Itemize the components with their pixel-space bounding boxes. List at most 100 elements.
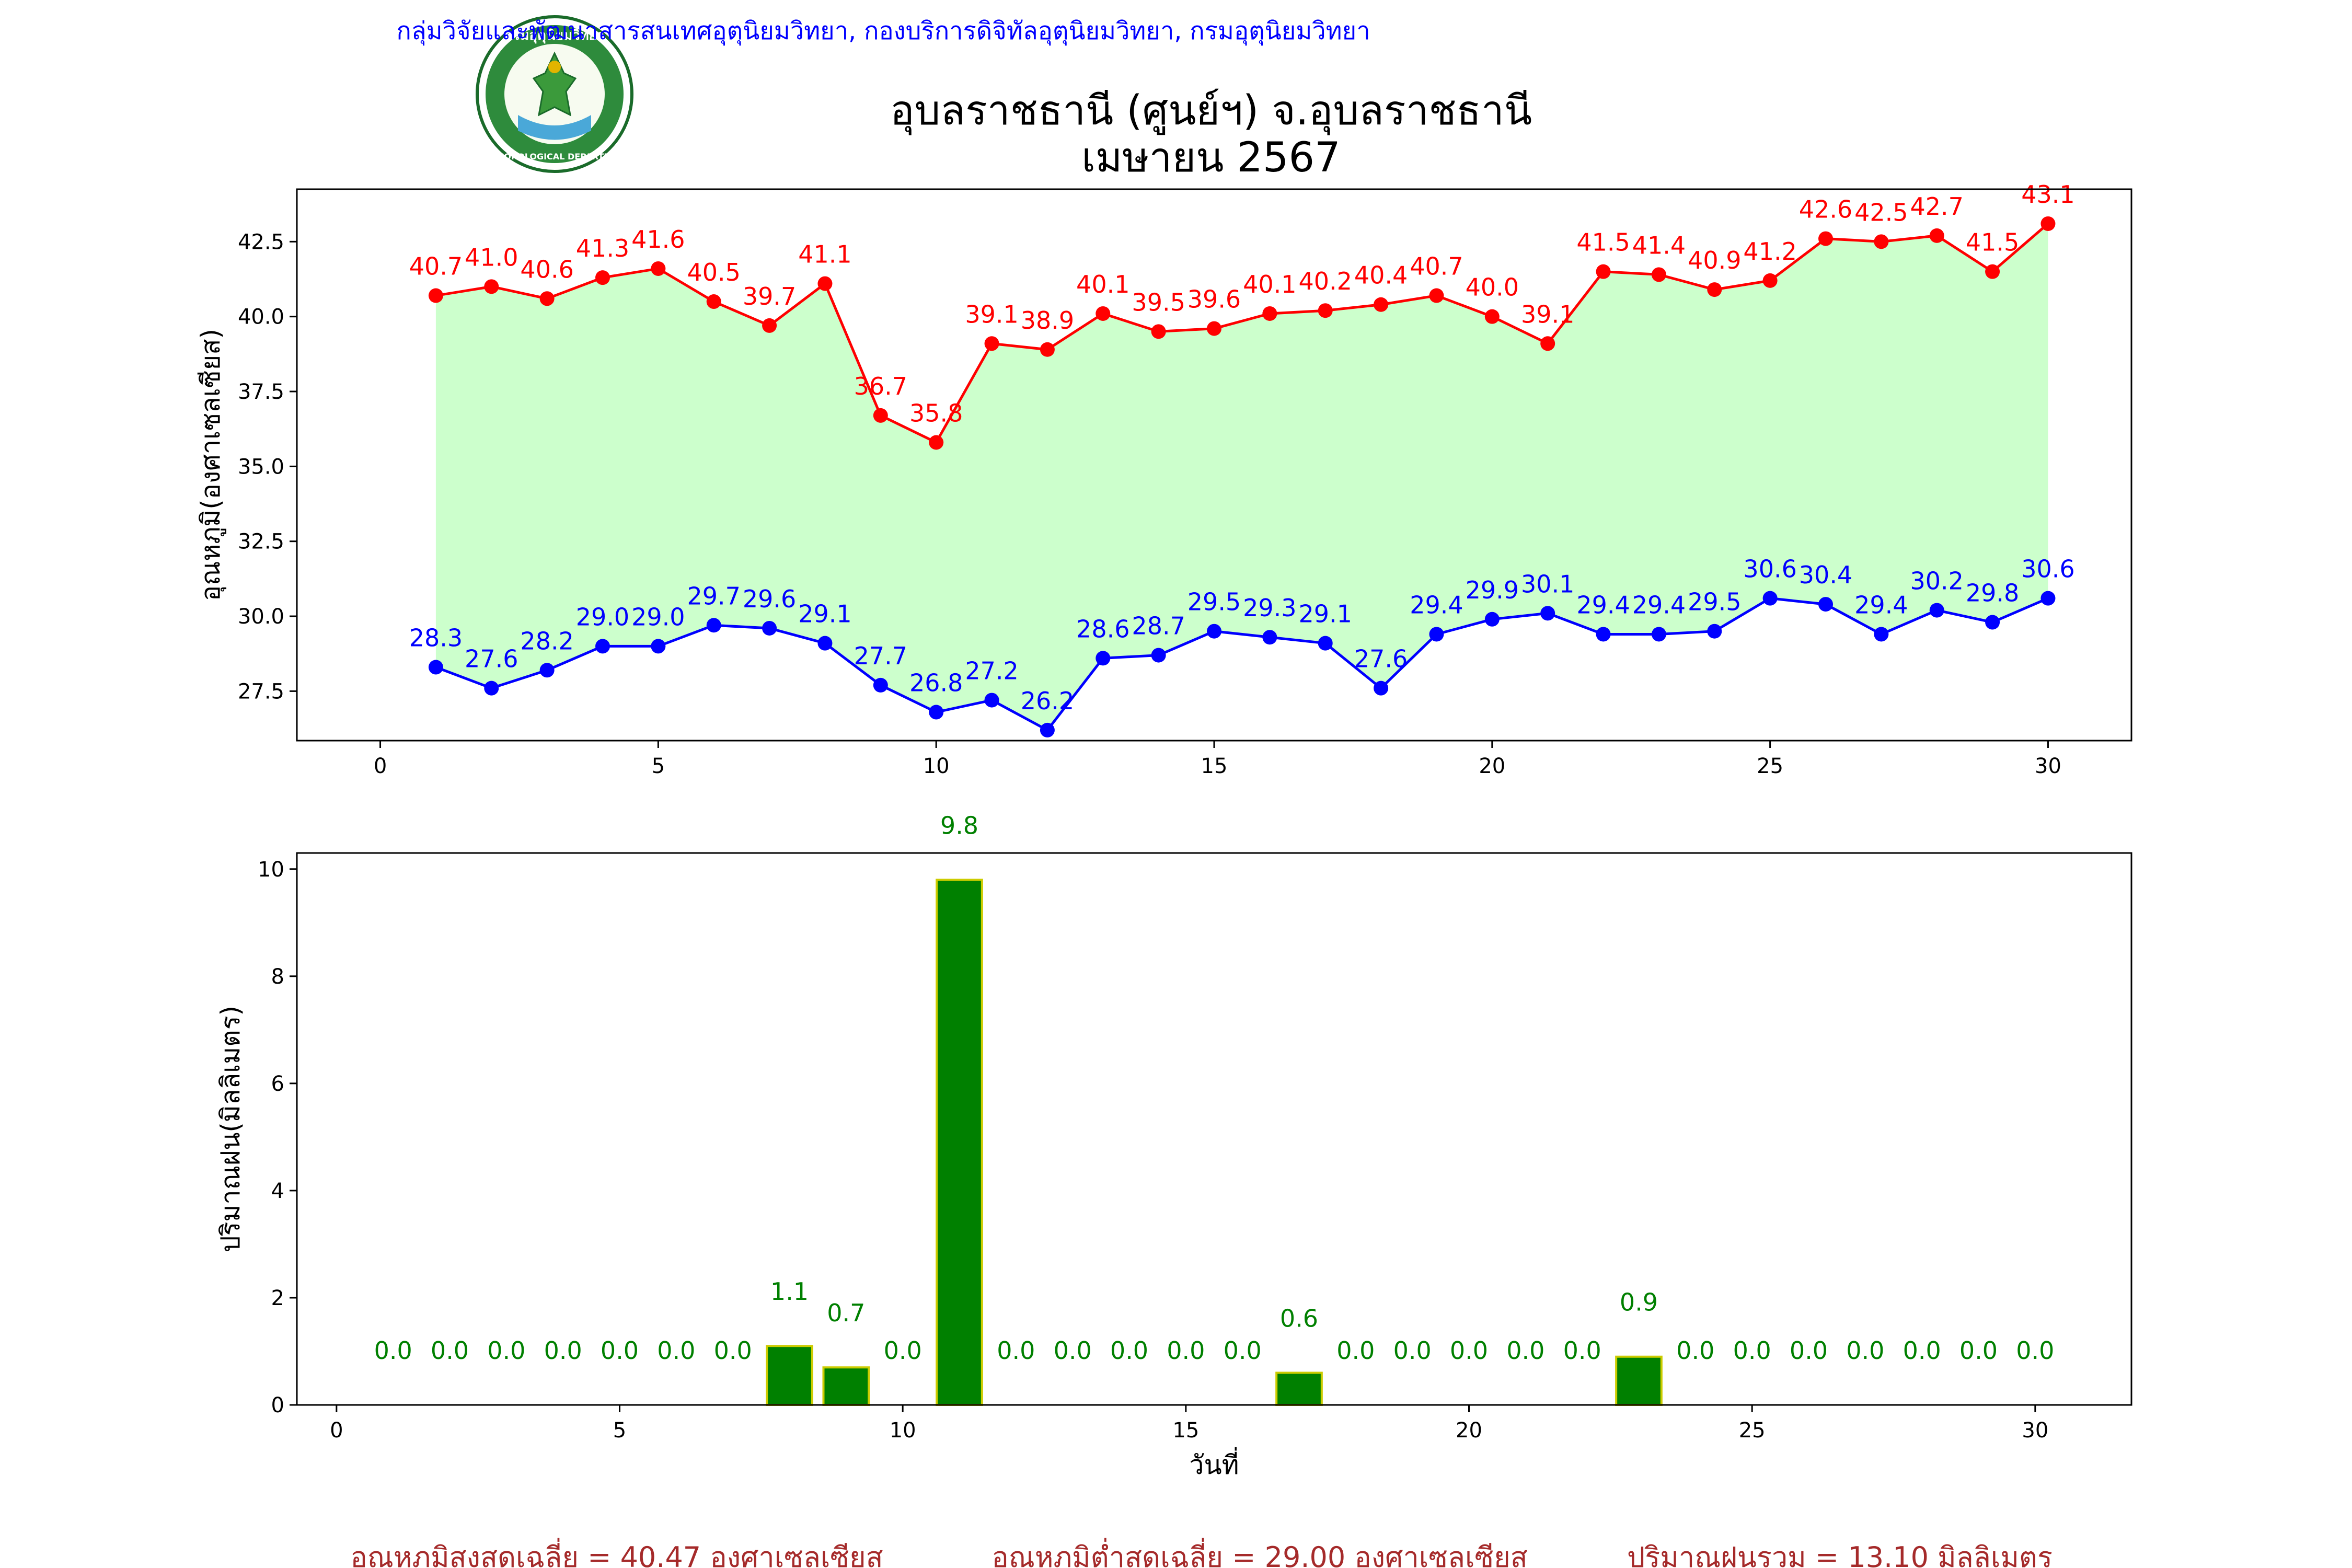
min-temperature-label: 29.5 [1187, 588, 1241, 616]
min-temperature-point [428, 660, 443, 675]
min-temperature-label: 26.8 [909, 669, 963, 697]
max-temperature-point [484, 279, 499, 294]
min-temperature-point [817, 636, 833, 651]
rainfall-value-label: 0.0 [2016, 1336, 2054, 1365]
rainfall-bar [1615, 1355, 1663, 1406]
rainfall-y-tick-label: 0 [271, 1393, 284, 1417]
rainfall-value-label: 0.0 [601, 1336, 639, 1365]
max-temperature-label: 35.8 [909, 399, 963, 427]
rainfall-bar [1275, 1371, 1323, 1406]
min-temperature-label: 27.6 [465, 645, 518, 673]
temperature-x-tick-label: 20 [1479, 754, 1505, 778]
min-temperature-point [595, 639, 610, 654]
max-temperature-label: 39.1 [1521, 300, 1574, 328]
department-line: กลุ่มวิจัยและพัฒนาสารสนเทศอุตุนิยมวิทยา,… [396, 17, 1370, 46]
min-temperature-label: 27.7 [854, 642, 907, 670]
max-temperature-point [1929, 228, 1944, 243]
rainfall-plot-frame [296, 852, 2132, 1406]
max-temperature-point [1707, 282, 1722, 297]
rainfall-value-label: 0.9 [1620, 1288, 1658, 1317]
max-temperature-point [1596, 264, 1611, 279]
max-temperature-label: 40.4 [1354, 261, 1408, 290]
rainfall-x-tick-label: 15 [1172, 1419, 1199, 1443]
max-temperature-point [1540, 336, 1555, 351]
max-temperature-label: 39.6 [1187, 285, 1241, 314]
temperature-x-tick-label: 30 [2035, 754, 2061, 778]
max-temperature-label: 40.6 [520, 255, 573, 283]
min-temperature-label: 30.1 [1521, 570, 1574, 598]
max-temperature-point [1096, 306, 1111, 321]
max-temperature-point [929, 435, 944, 450]
max-temperature-point [1429, 288, 1444, 303]
min-temperature-point [929, 705, 944, 720]
max-temperature-point [428, 288, 443, 303]
rainfall-x-tick-label: 20 [1456, 1419, 1482, 1443]
temperature-y-tick-label: 32.5 [238, 530, 284, 554]
max-temperature-label: 40.1 [1243, 270, 1296, 298]
logo-top-text: กรมอุตุนิยมวิทยา [504, 28, 604, 44]
temperature-y-tick-label: 35.0 [238, 455, 284, 479]
rainfall-y-axis-label: ปริมาณฝน(มิลลิเมตร) [215, 1006, 246, 1252]
min-temperature-label: 29.8 [1966, 579, 2019, 607]
chart-title-month: เมษายน 2567 [1081, 134, 1341, 181]
rainfall-bar [822, 1366, 870, 1406]
max-temperature-point [873, 408, 888, 423]
rainfall-marks: 0.0 0.0 0.0 0.0 0.0 0.0 0.0 1.1 0.7 0.0 9.8 0.0 0.0 0… [374, 811, 2054, 1406]
min-temperature-label: 30.6 [2021, 555, 2074, 583]
max-temperature-point [595, 270, 610, 285]
max-temperature-label: 40.5 [687, 258, 741, 286]
max-temperature-label: 40.0 [1466, 273, 1519, 302]
max-temperature-label: 41.5 [1576, 228, 1630, 257]
min-temperature-point [1262, 630, 1277, 645]
max-temperature-line [435, 223, 2049, 444]
rainfall-value-label: 0.0 [1959, 1336, 1998, 1365]
min-temperature-point [1151, 648, 1166, 663]
max-temperature-point [1484, 309, 1500, 324]
rainfall-value-label: 0.7 [827, 1299, 865, 1327]
max-temperature-point [1318, 303, 1333, 318]
rainfall-x-tick-label: 30 [2022, 1419, 2048, 1443]
min-temperature-line [435, 597, 2049, 732]
chart-title-station: อุบลราชธานี (ศูนย์ฯ) จ.อุบลราชธานี [890, 87, 1532, 135]
rainfall-value-label: 1.1 [770, 1277, 809, 1306]
rainfall-value-label: 0.0 [714, 1336, 752, 1365]
rainfall-value-label: 0.0 [884, 1336, 922, 1365]
min-temperature-label: 30.2 [1910, 567, 1964, 595]
min-temperature-point [1874, 627, 1889, 642]
min-temperature-point [1707, 624, 1722, 639]
tmd-logo: กรมอุตุนิยมวิทยา METEOROLOGICAL DEPARTME… [476, 15, 633, 173]
max-temperature-label: 41.0 [465, 243, 518, 271]
max-temperature-label: 42.7 [1910, 192, 1964, 221]
min-temperature-label: 28.7 [1132, 612, 1185, 640]
max-temperature-point [651, 261, 666, 276]
max-temperature-point [817, 276, 833, 291]
logo-deity-figure [532, 51, 577, 117]
min-temperature-point [1818, 597, 1833, 612]
max-temperature-label: 42.6 [1799, 195, 1852, 224]
min-temperature-point [706, 618, 721, 633]
min-temperature-label: 28.6 [1076, 615, 1129, 643]
max-temperature-point [539, 291, 555, 306]
min-temperature-label: 29.4 [1632, 591, 1686, 619]
min-temperature-point [873, 677, 888, 693]
rainfall-bar [766, 1345, 813, 1406]
min-temperature-point [1985, 615, 2000, 630]
temperature-range-fill [435, 223, 2048, 730]
temperature-y-tick-label: 37.5 [238, 380, 284, 404]
min-temperature-label: 29.1 [798, 600, 851, 628]
summary-total-rain: ปริมาณฝนรวม = 13.10 มิลลิเมตร [1627, 1541, 2053, 1568]
rainfall-chart: 0.0 0.0 0.0 0.0 0.0 0.0 0.01.10.70.09.80.0 0.0 0… [215, 811, 2132, 1480]
rainfall-value-label: 0.0 [1506, 1336, 1544, 1365]
min-temperature-label: 29.7 [687, 582, 741, 610]
min-temperature-point [1929, 603, 1944, 618]
max-temperature-point [984, 336, 999, 351]
max-temperature-label: 39.5 [1132, 288, 1185, 316]
min-temperature-label: 27.2 [965, 657, 1018, 685]
rainfall-value-label: 0.0 [1563, 1336, 1601, 1365]
min-temperature-point [1318, 636, 1333, 651]
temperature-marks: 40.7 41.0 40.641.3 41.640.539.741.136.735.8… [409, 180, 2075, 737]
rainfall-axes: 0 5 10 15 20 25 30 0 2 4 6 8 10 [258, 858, 2048, 1443]
rainfall-value-label: 0.0 [1450, 1336, 1488, 1365]
rainfall-y-tick-label: 8 [271, 965, 284, 989]
max-temperature-label: 40.1 [1076, 270, 1129, 298]
